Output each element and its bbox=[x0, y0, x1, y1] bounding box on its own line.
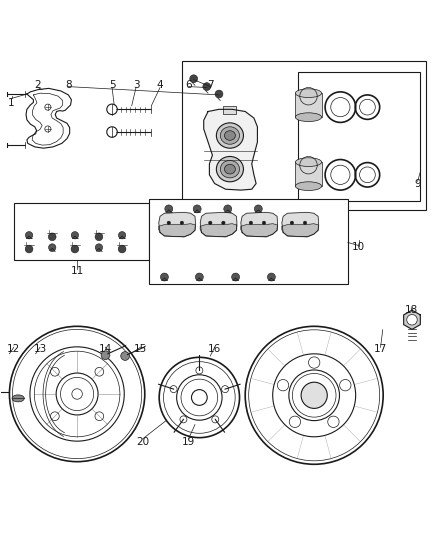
Bar bbox=[182, 61, 426, 210]
Circle shape bbox=[180, 221, 184, 224]
Circle shape bbox=[215, 90, 223, 98]
Text: 1: 1 bbox=[8, 98, 15, 108]
Text: 13: 13 bbox=[33, 344, 46, 354]
Circle shape bbox=[208, 221, 212, 224]
Ellipse shape bbox=[220, 160, 240, 178]
Circle shape bbox=[308, 357, 320, 368]
Ellipse shape bbox=[12, 395, 24, 402]
Text: 3: 3 bbox=[133, 80, 139, 90]
Ellipse shape bbox=[295, 182, 321, 190]
Circle shape bbox=[407, 314, 417, 325]
Circle shape bbox=[121, 352, 130, 360]
Circle shape bbox=[195, 273, 203, 281]
Circle shape bbox=[118, 245, 126, 253]
Ellipse shape bbox=[220, 127, 240, 144]
Bar bbox=[297, 72, 420, 201]
Text: 18: 18 bbox=[404, 305, 418, 315]
Bar bbox=[149, 199, 348, 284]
Polygon shape bbox=[241, 212, 278, 237]
Text: 20: 20 bbox=[136, 437, 149, 447]
Text: 17: 17 bbox=[374, 344, 387, 354]
Text: 9: 9 bbox=[414, 179, 421, 189]
Ellipse shape bbox=[295, 113, 321, 122]
Text: 2: 2 bbox=[35, 80, 41, 90]
Circle shape bbox=[249, 221, 253, 224]
Circle shape bbox=[277, 379, 289, 391]
Circle shape bbox=[49, 244, 56, 251]
Circle shape bbox=[268, 273, 276, 281]
Circle shape bbox=[222, 221, 225, 224]
Bar bbox=[223, 106, 237, 114]
Circle shape bbox=[203, 83, 211, 91]
Circle shape bbox=[101, 351, 110, 359]
Circle shape bbox=[25, 245, 33, 253]
Circle shape bbox=[71, 231, 78, 239]
Polygon shape bbox=[241, 224, 278, 237]
Ellipse shape bbox=[224, 164, 235, 174]
Text: 14: 14 bbox=[99, 344, 112, 354]
Ellipse shape bbox=[216, 123, 244, 148]
Text: 19: 19 bbox=[182, 437, 195, 447]
Circle shape bbox=[165, 205, 173, 213]
Polygon shape bbox=[282, 224, 318, 237]
Text: 15: 15 bbox=[134, 344, 147, 354]
Circle shape bbox=[95, 233, 103, 241]
Text: 6: 6 bbox=[185, 80, 192, 90]
Circle shape bbox=[167, 221, 170, 224]
Polygon shape bbox=[204, 109, 258, 190]
Polygon shape bbox=[200, 224, 237, 237]
Circle shape bbox=[339, 379, 351, 391]
Circle shape bbox=[301, 382, 327, 408]
Text: 16: 16 bbox=[208, 344, 221, 354]
Circle shape bbox=[160, 273, 168, 281]
Text: 5: 5 bbox=[109, 80, 115, 90]
Text: 4: 4 bbox=[157, 80, 163, 90]
Circle shape bbox=[95, 244, 102, 251]
Circle shape bbox=[48, 233, 56, 241]
Circle shape bbox=[25, 231, 33, 239]
Polygon shape bbox=[200, 212, 237, 237]
Polygon shape bbox=[404, 310, 420, 329]
Circle shape bbox=[190, 75, 198, 83]
Circle shape bbox=[118, 231, 126, 239]
Ellipse shape bbox=[216, 157, 244, 182]
Circle shape bbox=[224, 205, 232, 213]
Circle shape bbox=[328, 416, 339, 427]
Ellipse shape bbox=[295, 158, 321, 166]
Bar bbox=[295, 162, 321, 186]
Polygon shape bbox=[159, 212, 195, 237]
Polygon shape bbox=[159, 224, 195, 237]
Circle shape bbox=[232, 273, 240, 281]
Circle shape bbox=[254, 205, 262, 213]
Circle shape bbox=[262, 221, 266, 224]
Text: 10: 10 bbox=[352, 242, 365, 252]
Circle shape bbox=[303, 221, 307, 224]
Polygon shape bbox=[282, 212, 318, 237]
Circle shape bbox=[289, 416, 300, 427]
Circle shape bbox=[193, 205, 201, 213]
Bar bbox=[295, 93, 321, 117]
Ellipse shape bbox=[224, 131, 235, 140]
Text: 11: 11 bbox=[71, 266, 84, 276]
Text: 7: 7 bbox=[207, 80, 214, 90]
Bar bbox=[14, 203, 149, 260]
Circle shape bbox=[71, 245, 79, 253]
Text: 12: 12 bbox=[7, 344, 21, 354]
Text: 8: 8 bbox=[65, 80, 72, 90]
Ellipse shape bbox=[295, 89, 321, 98]
Circle shape bbox=[290, 221, 293, 224]
